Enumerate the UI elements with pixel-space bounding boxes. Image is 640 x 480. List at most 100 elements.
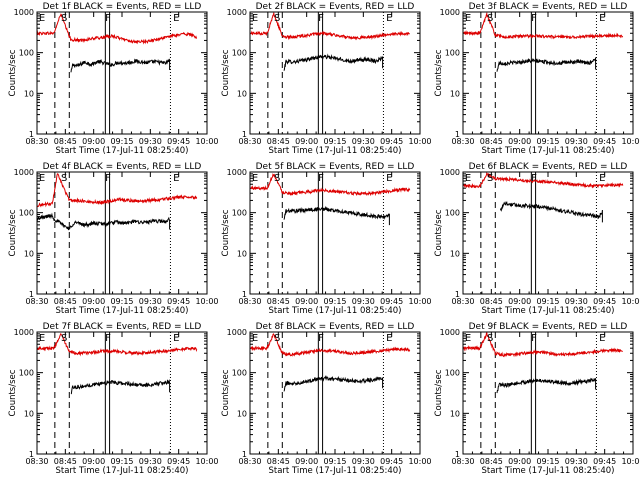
marker-label-e: E xyxy=(252,333,258,344)
marker-label-e: E xyxy=(386,333,392,344)
x-tick-label: 09:00 xyxy=(295,137,318,146)
marker-label-f: F xyxy=(318,173,324,184)
series-lld-line xyxy=(37,332,198,357)
x-tick-label: 09:15 xyxy=(110,457,133,466)
x-tick-label: 09:00 xyxy=(508,457,531,466)
x-tick-label: 08:45 xyxy=(480,297,503,306)
x-tick-label: 09:00 xyxy=(82,297,105,306)
x-tick-label: 08:45 xyxy=(54,457,77,466)
marker-label-f: F xyxy=(531,333,537,344)
y-tick-label: 100 xyxy=(445,369,460,378)
x-tick-label: 09:15 xyxy=(536,457,559,466)
series-events-line xyxy=(70,378,171,395)
marker-label-e: E xyxy=(465,333,471,344)
y-tick-label: 100 xyxy=(232,209,247,218)
marker-label-e: E xyxy=(386,173,392,184)
trace-group xyxy=(250,12,411,71)
y-tick-label: 100 xyxy=(19,209,34,218)
marker-label-f: F xyxy=(531,13,537,24)
marker-label-s: S xyxy=(487,13,493,24)
marker-label-e: E xyxy=(465,173,471,184)
y-tick-label: 1 xyxy=(29,130,34,139)
x-tick-label: 09:30 xyxy=(139,297,162,306)
plot-frame xyxy=(249,171,421,295)
y-tick-label: 1000 xyxy=(14,8,34,17)
marker-label-s: S xyxy=(487,173,493,184)
series-events-line xyxy=(496,57,597,72)
marker-label-e: E xyxy=(39,173,45,184)
y-axis-label: Counts/sec xyxy=(8,209,18,256)
marker-label-s: S xyxy=(274,173,280,184)
marker-label-s: S xyxy=(61,333,67,344)
chart-panel-4: Det 4f BLACK = Events, RED = LLD 08:30 08:… xyxy=(8,162,219,316)
marker-label-s: S xyxy=(61,173,67,184)
chart-panel-2: Det 2f BLACK = Events, RED = LLD 08:30 08:… xyxy=(221,2,432,156)
chart-title: Det 2f BLACK = Events, RED = LLD xyxy=(256,2,415,12)
x-tick-label: 08:45 xyxy=(54,297,77,306)
trace-group xyxy=(463,172,624,223)
x-tick-label: 09:45 xyxy=(167,137,190,146)
x-tick-label: 08:30 xyxy=(25,297,48,306)
y-tick-label: 10 xyxy=(237,89,247,98)
x-tick-label: 08:45 xyxy=(54,137,77,146)
series-lld-line xyxy=(250,333,411,357)
marker-label-e: E xyxy=(252,13,258,24)
x-axis-label: Start Time (17-Jul-11 08:25:40) xyxy=(269,466,402,476)
y-axis-label: Counts/sec xyxy=(434,369,444,416)
chart-title: Det 5f BLACK = Events, RED = LLD xyxy=(256,162,415,172)
x-tick-label: 08:45 xyxy=(267,297,290,306)
chart-title: Det 9f BLACK = Events, RED = LLD xyxy=(469,322,628,332)
y-tick-label: 1 xyxy=(242,450,247,459)
x-tick-label: 08:30 xyxy=(451,137,474,146)
x-tick-label: 09:30 xyxy=(565,457,588,466)
x-tick-label: 09:15 xyxy=(110,137,133,146)
series-events-line xyxy=(283,205,390,226)
x-tick-label: 09:45 xyxy=(593,457,616,466)
series-events-line xyxy=(37,212,171,231)
chart-title: Det 4f BLACK = Events, RED = LLD xyxy=(43,162,202,172)
series-lld-line xyxy=(250,173,411,197)
x-tick-label: 10:00 xyxy=(621,457,640,466)
x-tick-label: 09:45 xyxy=(593,137,616,146)
series-lld-line xyxy=(463,12,624,40)
x-tick-label: 09:45 xyxy=(380,137,403,146)
plot-frame xyxy=(36,11,208,135)
series-events-line xyxy=(499,200,603,223)
marker-label-s: S xyxy=(487,333,493,344)
series-lld-line xyxy=(37,173,198,208)
x-axis-label: Start Time (17-Jul-11 08:25:40) xyxy=(269,306,402,316)
y-tick-label: 1 xyxy=(29,450,34,459)
x-tick-label: 09:45 xyxy=(380,297,403,306)
x-tick-label: 10:00 xyxy=(195,137,218,146)
trace-group xyxy=(250,333,411,392)
plot-frame xyxy=(462,171,634,295)
x-axis-label: Start Time (17-Jul-11 08:25:40) xyxy=(56,306,189,316)
x-tick-label: 09:30 xyxy=(565,137,588,146)
plot-frame xyxy=(36,171,208,295)
plot-frame xyxy=(462,331,634,455)
y-tick-label: 1000 xyxy=(227,8,247,17)
x-tick-label: 08:30 xyxy=(25,457,48,466)
x-tick-label: 09:15 xyxy=(323,137,346,146)
y-tick-label: 1 xyxy=(29,290,34,299)
marker-label-f: F xyxy=(105,13,111,24)
y-tick-label: 100 xyxy=(19,49,34,58)
y-tick-label: 1 xyxy=(455,290,460,299)
x-tick-label: 08:30 xyxy=(25,137,48,146)
chart-title: Det 6f BLACK = Events, RED = LLD xyxy=(469,162,628,172)
x-tick-label: 10:00 xyxy=(408,457,431,466)
y-axis-label: Counts/sec xyxy=(221,49,231,96)
marker-label-e: E xyxy=(599,13,605,24)
y-tick-label: 1000 xyxy=(14,328,34,337)
trace-group xyxy=(463,332,623,394)
x-tick-label: 09:30 xyxy=(352,297,375,306)
x-tick-label: 08:30 xyxy=(451,457,474,466)
x-tick-label: 09:15 xyxy=(536,297,559,306)
y-tick-label: 1000 xyxy=(227,168,247,177)
x-tick-label: 09:30 xyxy=(352,137,375,146)
x-tick-label: 08:30 xyxy=(238,457,261,466)
series-events-line xyxy=(283,53,384,71)
x-axis-label: Start Time (17-Jul-11 08:25:40) xyxy=(269,146,402,156)
marker-label-f: F xyxy=(318,333,324,344)
